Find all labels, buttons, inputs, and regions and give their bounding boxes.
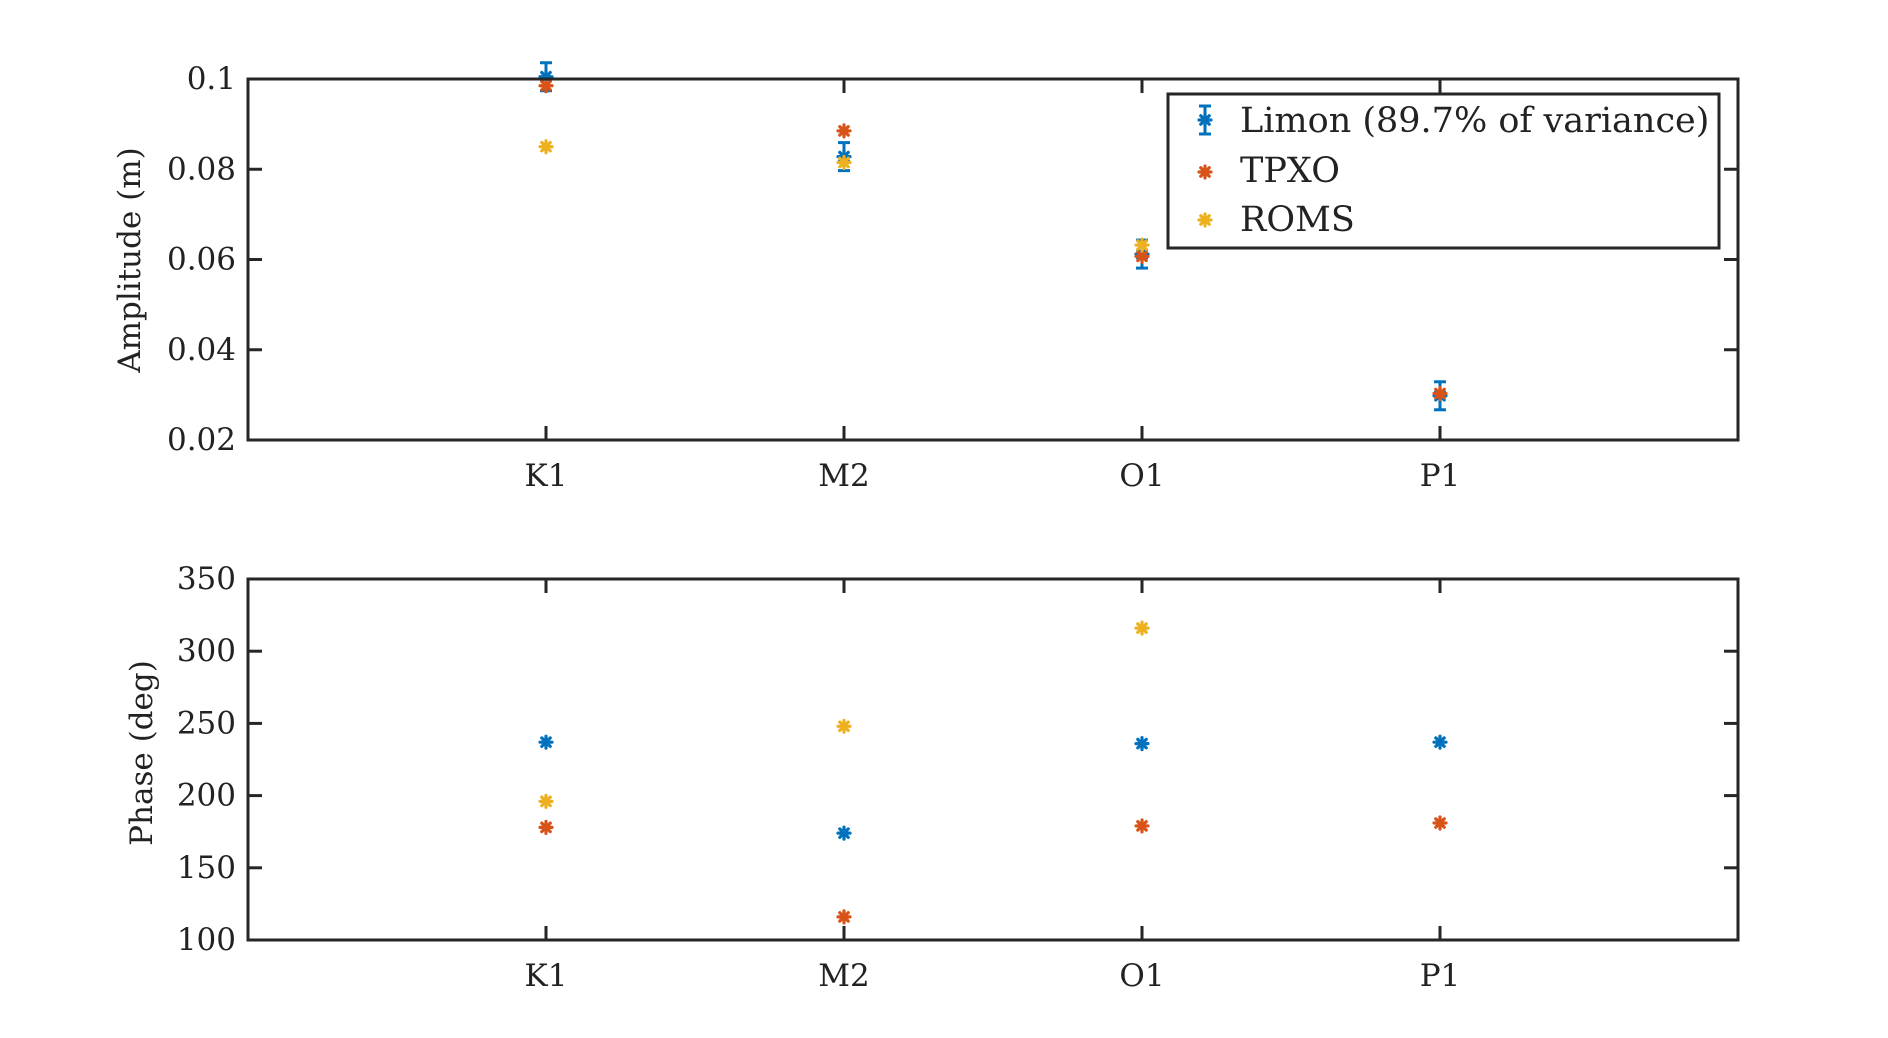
legend-marker-tpxo — [1197, 164, 1213, 180]
amplitude-ytick-label: 0.08 — [167, 151, 236, 187]
amplitude-point-series1 — [836, 123, 852, 139]
amplitude-ytick-label: 0.02 — [167, 422, 236, 458]
legend-label-tpxo: TPXO — [1240, 151, 1340, 191]
phase-xtick-label: P1 — [1420, 958, 1461, 994]
legend-box — [1166, 92, 1721, 250]
legend-entry-tpxo: TPXO — [1197, 151, 1340, 191]
phase-point-series1 — [1134, 818, 1150, 834]
amplitude-ytick-label: 0.1 — [187, 61, 236, 97]
amplitude-point-series2 — [1134, 237, 1150, 253]
phase-ytick-label: 300 — [177, 633, 236, 669]
legend-star — [1197, 164, 1213, 180]
amplitude-xtick-label: P1 — [1420, 458, 1461, 494]
amplitude-xtick-label: M2 — [818, 458, 869, 494]
amplitude-xtick-labels: K1 M2 O1 P1 — [525, 458, 1461, 494]
legend-star — [1197, 112, 1213, 128]
legend-marker-roms — [1197, 212, 1213, 228]
phase-ytick-labels: 100 150 200 250 300 350 — [177, 561, 236, 958]
phase-plot-frame — [246, 577, 1740, 942]
legend-star — [1197, 212, 1213, 228]
phase-point-series2 — [1134, 620, 1150, 636]
amplitude-point-series1 — [538, 78, 554, 94]
phase-point-series0 — [538, 734, 554, 750]
phase-point-series1 — [1432, 815, 1448, 831]
amplitude-ytick-label: 0.06 — [167, 242, 236, 278]
phase-y-axis-label: Phase (deg) — [124, 660, 160, 846]
phase-point-series0 — [1432, 734, 1448, 750]
amplitude-point-series2 — [836, 154, 852, 171]
amplitude-xtick-label: K1 — [525, 458, 568, 494]
legend-marker-limon — [1197, 104, 1213, 136]
phase-ytick-label: 100 — [177, 922, 236, 958]
legend-entry-roms: ROMS — [1197, 200, 1355, 240]
phase-xtick-label: M2 — [818, 958, 869, 994]
phase-xtick-labels: K1 M2 O1 P1 — [525, 958, 1461, 994]
phase-point-series1 — [836, 909, 852, 925]
amplitude-y-axis-label: Amplitude (m) — [112, 147, 148, 374]
phase-ytick-label: 200 — [177, 778, 236, 814]
phase-point-series0 — [1134, 736, 1150, 752]
phase-point-series2 — [538, 793, 554, 809]
phase-xtick-label: K1 — [525, 958, 568, 994]
amplitude-marks — [538, 61, 1448, 412]
phase-point-series1 — [538, 819, 554, 835]
amplitude-ytick-label: 0.04 — [167, 332, 236, 368]
phase-ytick-label: 150 — [177, 850, 236, 886]
amplitude-point-series2 — [538, 139, 554, 155]
amplitude-xtick-label: O1 — [1119, 458, 1164, 494]
amplitude-point-series1 — [1432, 385, 1448, 402]
legend: Limon (89.7% of variance) TPXO ROMS — [1166, 92, 1721, 250]
amplitude-panel: 0.02 0.04 0.06 0.08 0.1 K1 M2 O1 P1 Amplitude (… — [112, 61, 1740, 494]
legend-label-roms: ROMS — [1240, 200, 1355, 240]
phase-point-series2 — [836, 718, 852, 734]
amplitude-ytick-labels: 0.02 0.04 0.06 0.08 0.1 — [167, 61, 236, 458]
phase-xtick-label: O1 — [1119, 958, 1164, 994]
phase-marks — [538, 620, 1448, 925]
phase-ytick-label: 250 — [177, 705, 236, 741]
legend-entry-limon: Limon (89.7% of variance) — [1197, 101, 1709, 141]
phase-panel: 100 150 200 250 300 350 K1 M2 O1 P1 Phase (deg) — [124, 561, 1740, 994]
phase-ytick-label: 350 — [177, 561, 236, 597]
amplitude-plot-frame — [246, 77, 1740, 442]
legend-label-limon: Limon (89.7% of variance) — [1240, 101, 1709, 141]
phase-point-series0 — [836, 825, 852, 841]
